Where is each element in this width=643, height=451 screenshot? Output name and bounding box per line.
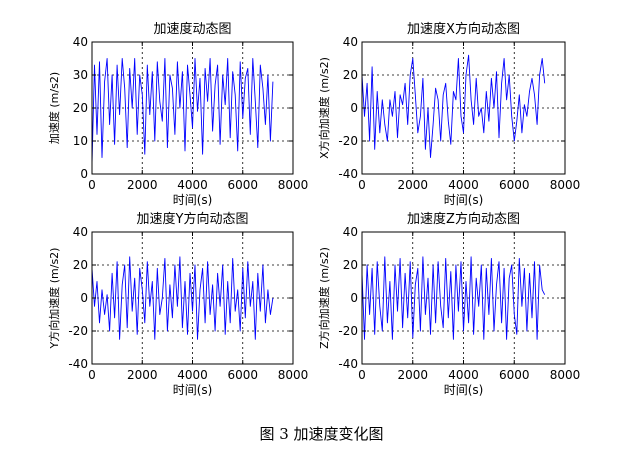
chart-4-ytick-label-3: 20 xyxy=(343,258,358,272)
chart-1-xtick-label-4: 8000 xyxy=(278,178,309,192)
chart-2-ylabel: X方向加速度 (m/s2) xyxy=(317,57,331,159)
chart-1-ytick-label-3: 30 xyxy=(73,68,88,82)
chart-3-xtick-label-4: 8000 xyxy=(278,368,309,382)
figure-caption: 图 3 加速度变化图 xyxy=(259,425,384,443)
chart-1-xtick-label-1: 2000 xyxy=(127,178,158,192)
chart-1-title: 加速度动态图 xyxy=(153,21,231,37)
chart-3-title: 加速度Y方向动态图 xyxy=(137,211,249,227)
chart-4-title: 加速度Z方向动态图 xyxy=(407,211,520,227)
chart-4-ylabel: Z方向加速度 (m/s2) xyxy=(317,247,331,349)
chart-2-ytick-label-0: -40 xyxy=(338,167,358,181)
chart-4-xtick-label-0: 0 xyxy=(358,368,366,382)
chart-1-ylabel: 加速度 (m/s2) xyxy=(47,72,61,144)
chart-1-xtick-label-3: 6000 xyxy=(227,178,258,192)
chart-4-xtick-label-2: 4000 xyxy=(448,368,479,382)
chart-3-xtick-label-3: 6000 xyxy=(227,368,258,382)
chart-1-xtick-label-2: 4000 xyxy=(177,178,208,192)
chart-3-ytick-label-3: 20 xyxy=(73,258,88,272)
chart-4-ytick-label-2: 0 xyxy=(350,291,358,305)
chart-4-xtick-label-3: 6000 xyxy=(499,368,530,382)
chart-1-ytick-label-0: 0 xyxy=(80,167,88,181)
chart-3-xlabel: 时间(s) xyxy=(173,383,213,397)
chart-4-series-line xyxy=(361,256,546,340)
chart-2-xtick-label-0: 0 xyxy=(358,178,366,192)
chart-2-xtick-label-1: 2000 xyxy=(397,178,428,192)
chart-3-xtick-label-2: 4000 xyxy=(177,368,208,382)
chart-3-ytick-label-1: -20 xyxy=(68,324,88,338)
chart-3-series-line xyxy=(91,256,274,340)
chart-4-ytick-label-0: -40 xyxy=(338,357,358,371)
chart-3-ytick-label-4: 40 xyxy=(73,225,88,239)
chart-4-ytick-label-1: -20 xyxy=(338,324,358,338)
chart-2-series-line xyxy=(361,54,546,158)
chart-1-ytick-label-2: 20 xyxy=(73,101,88,115)
chart-1-xlabel: 时间(s) xyxy=(173,193,213,207)
chart-2-xtick-label-3: 6000 xyxy=(499,178,530,192)
chart-1-ytick-label-1: 10 xyxy=(73,134,88,148)
chart-2-xlabel: 时间(s) xyxy=(444,193,484,207)
chart-4-xtick-label-4: 8000 xyxy=(550,368,581,382)
chart-3-xtick-label-0: 0 xyxy=(88,368,96,382)
chart-2-xtick-label-2: 4000 xyxy=(448,178,479,192)
chart-3-ylabel: Y方向加速度 (m/s2) xyxy=(47,248,61,350)
chart-3-xtick-label-1: 2000 xyxy=(127,368,158,382)
chart-1-series-line xyxy=(91,58,274,165)
chart-1-ytick-label-4: 40 xyxy=(73,35,88,49)
chart-2-ytick-label-4: 40 xyxy=(343,35,358,49)
chart-3-ytick-label-2: 0 xyxy=(80,291,88,305)
chart-2-xtick-label-4: 8000 xyxy=(550,178,581,192)
chart-2-ytick-label-3: 20 xyxy=(343,68,358,82)
chart-2-title: 加速度X方向动态图 xyxy=(407,21,520,37)
chart-2-ytick-label-2: 0 xyxy=(350,101,358,115)
chart-2-ytick-label-1: -20 xyxy=(338,134,358,148)
chart-1-xtick-label-0: 0 xyxy=(88,178,96,192)
chart-4-ytick-label-4: 40 xyxy=(343,225,358,239)
chart-4-xlabel: 时间(s) xyxy=(444,383,484,397)
chart-3-ytick-label-0: -40 xyxy=(68,357,88,371)
chart-4-xtick-label-1: 2000 xyxy=(397,368,428,382)
